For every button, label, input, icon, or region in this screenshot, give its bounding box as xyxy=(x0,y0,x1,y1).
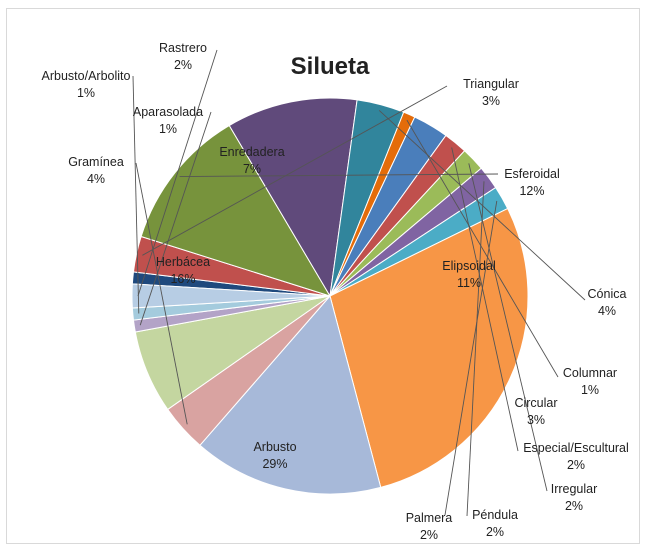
slice-percent-graminea: 4% xyxy=(87,172,105,186)
slice-label-rastrero: Rastrero xyxy=(159,41,207,55)
slice-percent-aparasolada: 1% xyxy=(159,122,177,136)
slice-label-especial-escultural: Especial/Escultural xyxy=(523,441,629,455)
pie-slice-arbusto xyxy=(329,207,529,489)
slice-label-elipsoidal: Elipsoidal xyxy=(442,259,496,273)
slice-percent-irregular: 2% xyxy=(565,499,583,513)
slice-label-graminea: Gramínea xyxy=(68,155,124,169)
slice-percent-enredadera: 7% xyxy=(243,162,261,176)
leader-line-pendula xyxy=(466,181,485,517)
pie-slice-elipsoidal xyxy=(228,97,358,298)
leader-line-graminea xyxy=(135,162,188,425)
slice-percent-herbacea: 16% xyxy=(170,272,195,286)
leader-line-arbusto-arbolito xyxy=(132,75,140,314)
slice-label-aparasolada: Aparasolada xyxy=(133,105,203,119)
slice-percent-conica: 4% xyxy=(598,304,616,318)
slice-label-enredadera: Enredadera xyxy=(219,145,284,159)
slice-label-herbacea: Herbácea xyxy=(156,255,210,269)
slice-percent-triangular: 3% xyxy=(482,94,500,108)
chart-title: Silueta xyxy=(291,53,370,80)
slice-percent-rastrero: 2% xyxy=(174,58,192,72)
leader-line-palmera xyxy=(444,200,498,516)
slice-labels: Triangular 3% Esferoidal 12% Elipsoidal 11% Có… xyxy=(42,41,629,542)
pie-slice-esferoidal xyxy=(140,124,332,297)
slice-label-arbusto: Arbusto xyxy=(253,440,296,454)
leader-line-columnar xyxy=(406,119,559,378)
slice-label-circular: Circular xyxy=(514,396,557,410)
leader-line-esferoidal xyxy=(179,173,499,178)
leader-line-aparasolada xyxy=(139,111,212,326)
slice-percent-palmera: 2% xyxy=(420,528,438,542)
leader-line-rastrero xyxy=(137,49,218,297)
slice-percent-arbusto: 29% xyxy=(262,457,287,471)
slice-percent-circular: 3% xyxy=(527,413,545,427)
pie-slices xyxy=(131,97,529,495)
slice-label-pendula: Péndula xyxy=(472,508,518,522)
slice-percent-columnar: 1% xyxy=(581,383,599,397)
leader-line-triangular xyxy=(142,85,448,256)
leader-line-especial-escultural xyxy=(451,147,519,452)
slice-label-columnar: Columnar xyxy=(563,366,617,380)
leader-lines xyxy=(132,49,586,517)
slice-label-triangular: Triangular xyxy=(463,77,519,91)
pie-slice-herbacea xyxy=(199,294,382,495)
slice-label-conica: Cónica xyxy=(588,287,627,301)
slice-percent-elipsoidal: 11% xyxy=(457,276,481,290)
slice-label-palmera: Palmera xyxy=(406,511,453,525)
slice-percent-especial-escultural: 2% xyxy=(567,458,585,472)
slice-percent-esferoidal: 12% xyxy=(519,184,544,198)
leader-line-conica xyxy=(378,110,586,301)
slice-label-arbusto-arbolito: Arbusto/Arbolito xyxy=(42,69,131,83)
slice-label-esferoidal: Esferoidal xyxy=(504,167,560,181)
slice-percent-pendula: 2% xyxy=(486,525,504,539)
pie-slice-rastrero xyxy=(131,283,331,309)
slice-percent-arbusto-arbolito: 1% xyxy=(77,86,95,100)
slice-label-irregular: Irregular xyxy=(551,482,598,496)
